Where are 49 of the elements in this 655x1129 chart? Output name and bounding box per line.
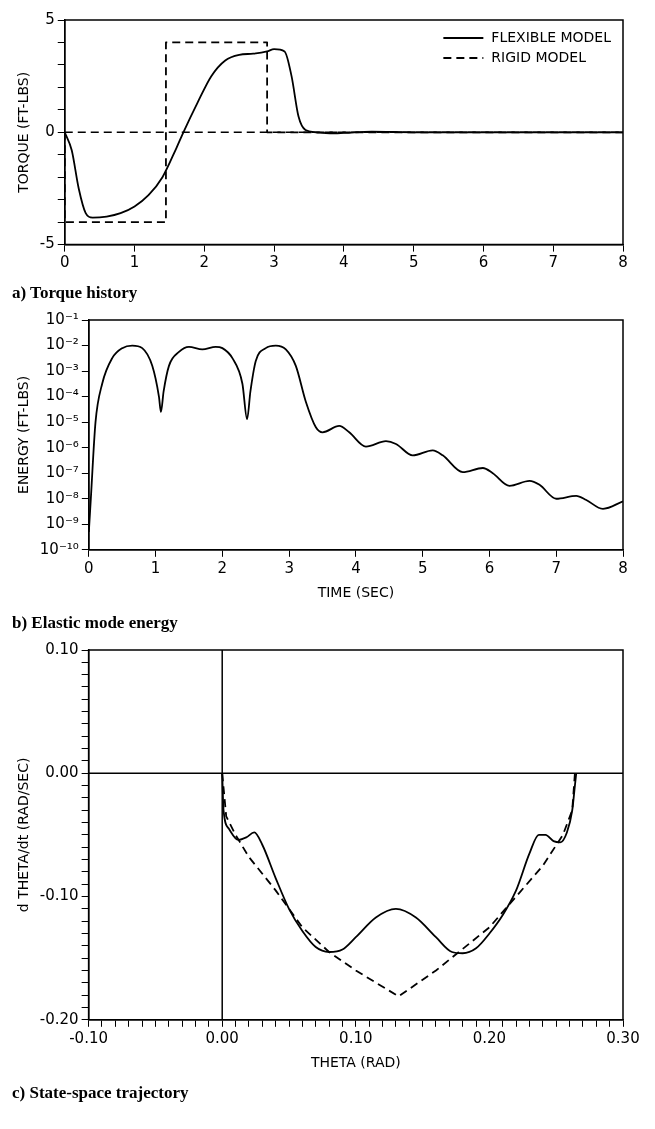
y-tick-label: 0.00 [45,763,79,782]
x-axis-title: THETA (RAD) [309,1053,401,1070]
text: a) Torque history [12,283,138,303]
x-axis-title: TIME (SEC) [316,583,395,600]
y-tick-label: -0.20 [39,1009,79,1028]
x-tick-label: 5 [408,253,419,272]
y-tick-label: 10⁻⁹ [45,514,79,533]
y-tick-label: 10⁻⁴ [45,386,79,405]
y-tick-label: 5 [45,9,55,28]
y-tick-label: 0.10 [45,639,79,658]
x-tick-label: 0 [84,558,94,577]
x-tick-label: 5 [417,558,428,577]
x-tick-label: 7 [548,253,558,272]
x-tick-label: 4 [339,253,349,272]
x-tick-label: 3 [284,558,294,577]
y-tick-label: 10⁻¹ [45,309,79,328]
y-tick-label: -0.10 [39,886,79,905]
y-axis-title: ENERGY (FT-LBS) [15,375,32,494]
x-tick-label: 2 [217,558,228,577]
x-tick-label: 8 [618,558,628,577]
x-tick-label: 4 [351,558,361,577]
x-tick-label: 2 [199,253,210,272]
x-tick-label: 0.10 [339,1028,373,1047]
text: c) State-space trajectory [12,1083,190,1103]
x-tick-label: 8 [618,253,628,272]
x-tick-label: 1 [129,253,140,272]
x-tick-label: 1 [150,558,161,577]
y-tick-label: 10⁻⁸ [45,488,79,507]
legend-label: RIGID MODEL [491,48,587,65]
y-tick-label: 10⁻³ [45,360,79,379]
x-tick-label: 0.20 [472,1028,507,1047]
y-tick-label: -5 [39,234,55,253]
y-tick-label: 10⁻¹⁰ [39,539,79,558]
y-tick-label: 0 [45,122,55,141]
x-tick-label: 7 [551,558,561,577]
x-tick-label: -0.10 [69,1028,109,1047]
x-tick-label: 0.00 [205,1028,239,1047]
y-axis-title: d THETA/dt (RAD/SEC) [15,757,32,913]
x-tick-label: 6 [484,558,495,577]
y-axis-title: TORQUE (FT-LBS) [15,71,32,194]
x-tick-label: 6 [478,253,489,272]
y-tick-label: 10⁻² [45,335,79,354]
y-tick-label: 10⁻⁷ [45,463,79,482]
y-tick-label: 10⁻⁵ [45,412,79,431]
legend-label: FLEXIBLE MODEL [491,28,612,45]
x-tick-label: 0.30 [606,1028,640,1047]
y-tick-label: 10⁻⁶ [45,437,79,456]
x-tick-label: 3 [269,253,279,272]
text: b) Elastic mode energy [12,613,179,633]
